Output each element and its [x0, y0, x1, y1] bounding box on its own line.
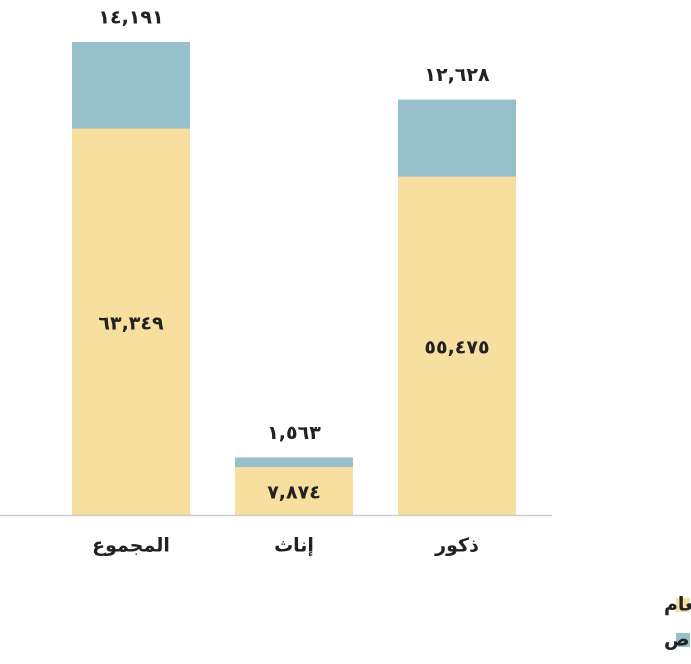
value-label: ٦٣,٣٤٩ — [98, 312, 164, 334]
bar-segment — [72, 128, 190, 515]
category-label: إناث — [274, 535, 314, 557]
bar-segment — [235, 457, 353, 467]
bar-segment — [235, 466, 353, 515]
bar-segment — [72, 42, 190, 129]
bar-segment — [398, 176, 516, 515]
value-label: ٥٥,٤٧٥ — [424, 336, 489, 358]
legend-label: القطاع الخاص — [664, 629, 691, 651]
bar-segment — [398, 99, 516, 177]
value-label: ١,٥٦٣ — [267, 422, 321, 444]
category-label: المجموع — [92, 535, 170, 557]
legend-swatch — [676, 633, 690, 647]
value-label: ١٤,١٩١ — [98, 7, 163, 29]
legend-label: القطاع العام — [664, 594, 691, 616]
legend-swatch — [676, 598, 690, 612]
value-label: ١٢,٦٢٨ — [424, 64, 490, 86]
category-label: ذكور — [434, 535, 479, 557]
value-label: ٧,٨٧٤ — [267, 481, 321, 503]
